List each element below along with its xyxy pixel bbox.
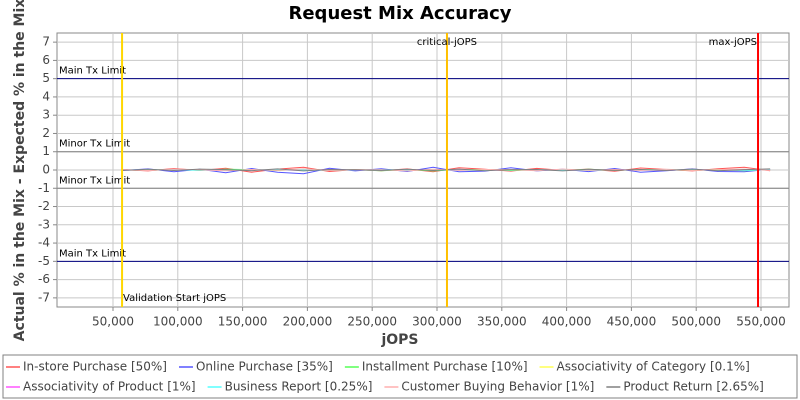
y-tick-label: 4 bbox=[42, 89, 50, 103]
y-tick-label: -5 bbox=[38, 254, 50, 268]
x-tick-label: 300,000 bbox=[412, 315, 462, 329]
x-tick-label: 100,000 bbox=[153, 315, 203, 329]
chart-title: Request Mix Accuracy bbox=[288, 3, 511, 24]
legend-label: Business Report [0.25%] bbox=[225, 380, 373, 394]
x-tick-label: 550,000 bbox=[736, 315, 786, 329]
limit-label: Main Tx Limit bbox=[59, 248, 126, 259]
legend-label: In-store Purchase [50%] bbox=[23, 360, 167, 374]
y-tick-label: -7 bbox=[38, 290, 50, 304]
y-tick-label: -1 bbox=[38, 181, 50, 195]
y-tick-label: 3 bbox=[42, 108, 50, 122]
y-tick-label: -2 bbox=[38, 199, 50, 213]
x-tick-label: 150,000 bbox=[218, 315, 268, 329]
y-tick-label: -3 bbox=[38, 217, 50, 231]
y-axis-label: Actual % in the Mix - Expected % in the … bbox=[12, 0, 28, 341]
x-tick-label: 400,000 bbox=[542, 315, 592, 329]
y-tick-label: -6 bbox=[38, 272, 50, 286]
legend-label: Product Return [2.65%] bbox=[623, 380, 764, 394]
legend-box bbox=[2, 354, 798, 399]
legend-label: Online Purchase [35%] bbox=[196, 360, 333, 374]
marker-label: max-jOPS bbox=[709, 37, 757, 48]
marker-label: critical-jOPS bbox=[417, 37, 477, 48]
legend-label: Installment Purchase [10%] bbox=[362, 360, 528, 374]
legend-label: Associativity of Product [1%] bbox=[23, 380, 196, 394]
y-tick-label: 1 bbox=[42, 144, 50, 158]
y-tick-label: 7 bbox=[42, 35, 50, 49]
y-tick-label: 0 bbox=[42, 163, 50, 177]
x-tick-label: 500,000 bbox=[671, 315, 721, 329]
x-tick-label: 450,000 bbox=[607, 315, 657, 329]
y-tick-label: 6 bbox=[42, 53, 50, 67]
x-tick-label: 350,000 bbox=[477, 315, 527, 329]
limit-label: Minor Tx Limit bbox=[59, 175, 130, 186]
marker-label: Validation Start jOPS bbox=[123, 293, 226, 304]
x-tick-label: 50,000 bbox=[92, 315, 134, 329]
x-tick-label: 200,000 bbox=[283, 315, 333, 329]
x-axis-label: jOPS bbox=[380, 332, 418, 348]
limit-label: Minor Tx Limit bbox=[59, 139, 130, 150]
x-tick-label: 250,000 bbox=[347, 315, 397, 329]
legend-label: Associativity of Category [0.1%] bbox=[557, 360, 750, 374]
limit-label: Main Tx Limit bbox=[59, 66, 126, 77]
y-tick-label: 2 bbox=[42, 126, 50, 140]
y-tick-label: -4 bbox=[38, 236, 50, 250]
y-tick-label: 5 bbox=[42, 71, 50, 85]
legend-label: Customer Buying Behavior [1%] bbox=[401, 380, 594, 394]
